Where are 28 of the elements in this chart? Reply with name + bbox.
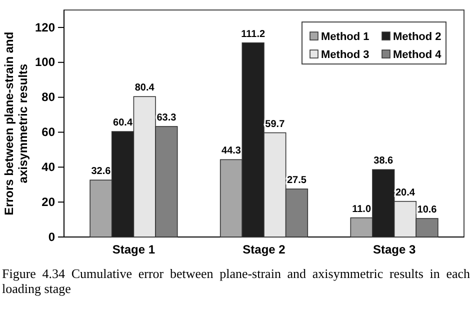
legend-label: Method 4 [393, 49, 442, 61]
y-tick-label: 80 [42, 90, 56, 104]
legend-label: Method 1 [321, 31, 370, 43]
legend-label: Method 3 [321, 49, 370, 61]
y-tick-label: 0 [48, 230, 56, 244]
x-tick-label: Stage 2 [242, 242, 286, 257]
text: 20.4 [395, 187, 415, 198]
y-tick-label: 40 [42, 160, 56, 174]
x-tick-label: Stage 1 [112, 242, 156, 257]
text: 44.3 [222, 146, 241, 157]
text: 111.2 [241, 28, 266, 40]
text: 10.6 [417, 204, 437, 216]
text: 63.3 [156, 112, 176, 124]
y-tick-label: 100 [34, 55, 56, 70]
text: 11.0 [352, 204, 372, 215]
y-axis-title: Errors between plane-strain and axisymmetric results [2, 32, 30, 216]
text: 80.4 [134, 82, 154, 94]
legend-label: Method 2 [393, 31, 442, 43]
y-tick-label: 120 [34, 20, 56, 34]
caption: Figure 4.34 Cumulative error between plane-strain and axisymmetric results in each loading stage [2, 266, 470, 296]
text: 38.6 [374, 156, 394, 167]
y-tick-label: 60 [42, 125, 56, 140]
x-tick-label: Stage 3 [372, 242, 416, 257]
y-tick-label: 20 [42, 194, 56, 209]
text: 59.7 [265, 118, 285, 130]
text: 27.5 [287, 174, 306, 186]
text: 32.6 [91, 166, 111, 178]
text: 60.4 [113, 118, 133, 129]
